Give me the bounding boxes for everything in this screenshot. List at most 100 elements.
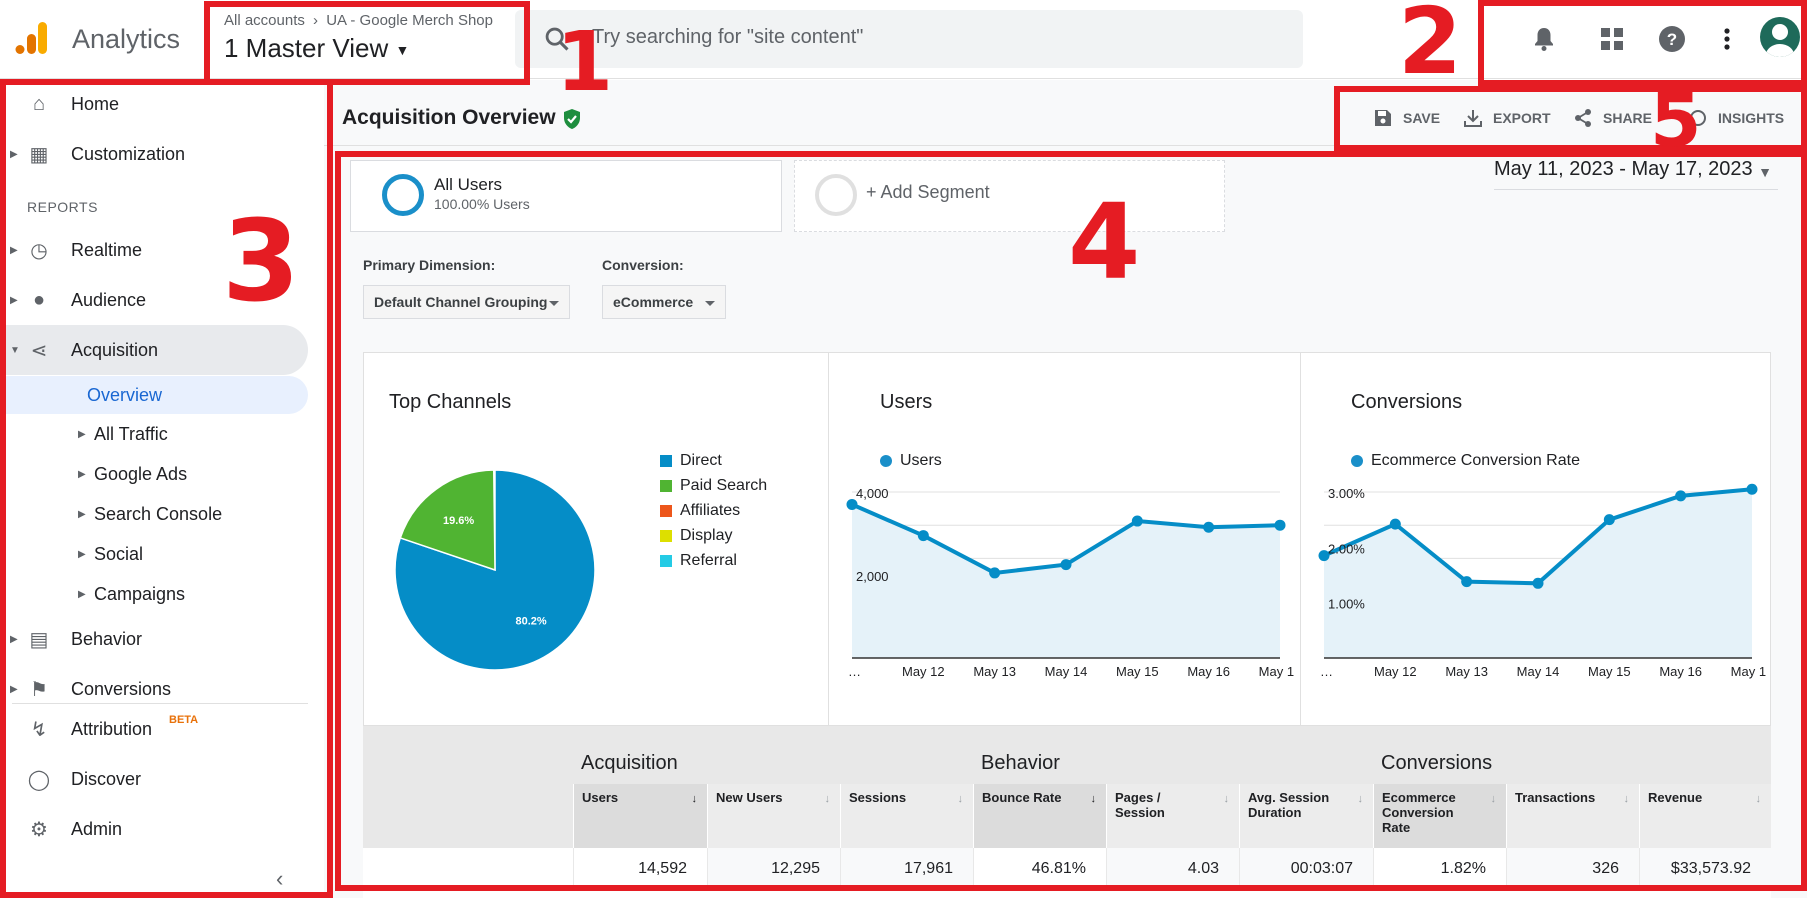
save-label: SAVE bbox=[1403, 110, 1441, 126]
primary-dimension-label: Primary Dimension: bbox=[363, 257, 496, 273]
sort-arrow-icon: ↓ bbox=[1490, 793, 1497, 805]
x-tick-label: May 12 bbox=[1374, 664, 1417, 679]
column-header[interactable]: Transactions ↓ bbox=[1506, 784, 1639, 848]
legend-item-affiliates[interactable]: Affiliates bbox=[660, 498, 767, 523]
insights-button[interactable]: INSIGHTS bbox=[1688, 108, 1784, 128]
breadcrumb-root[interactable]: All accounts bbox=[224, 12, 305, 29]
sidebar-item-realtime[interactable]: ▶ ◷ Realtime bbox=[0, 227, 310, 273]
legend-item-direct[interactable]: Direct bbox=[660, 448, 767, 473]
sidebar-item-admin[interactable]: ⚙ Admin bbox=[0, 806, 310, 852]
legend-swatch bbox=[660, 504, 672, 517]
column-label: Avg. Session Duration bbox=[1248, 790, 1330, 820]
column-label: Ecommerce Conversion Rate bbox=[1382, 790, 1456, 835]
view-selector[interactable]: 1 Master View ▼ bbox=[224, 33, 409, 64]
column-header[interactable]: New Users ↓ bbox=[707, 784, 840, 848]
behavior-icon: ▤ bbox=[29, 628, 49, 651]
caret-right-icon: ▶ bbox=[10, 148, 18, 160]
verified-shield-icon bbox=[564, 109, 580, 129]
y-tick-label: 2.00% bbox=[1328, 541, 1365, 556]
caret-right-icon: ▶ bbox=[78, 428, 86, 440]
sort-arrow-icon: ↓ bbox=[691, 793, 698, 805]
group-conversions: Conversions bbox=[1373, 726, 1771, 784]
sidebar-item-campaigns[interactable]: ▶ Campaigns bbox=[0, 575, 310, 613]
collapse-chevron-icon[interactable]: ‹ bbox=[276, 866, 284, 891]
top-channels-legend: Direct Paid Search Affiliates Display Re… bbox=[660, 448, 767, 573]
sidebar-item-search-console[interactable]: ▶ Search Console bbox=[0, 495, 310, 533]
column-header[interactable]: Revenue ↓ bbox=[1639, 784, 1771, 848]
data-point bbox=[989, 567, 1001, 579]
sidebar-item-google-ads[interactable]: ▶ Google Ads bbox=[0, 455, 310, 493]
data-point bbox=[1675, 490, 1687, 502]
legend-item-paid-search[interactable]: Paid Search bbox=[660, 473, 767, 498]
column-header[interactable]: Ecommerce Conversion Rate ↓ bbox=[1373, 784, 1506, 848]
sidebar-item-attribution[interactable]: ↯ Attribution BETA bbox=[0, 706, 310, 752]
breadcrumb-property[interactable]: UA - Google Merch Shop bbox=[326, 12, 493, 29]
date-range-text: May 11, 2023 - May 17, 2023 bbox=[1494, 158, 1753, 180]
legend-swatch bbox=[660, 554, 672, 567]
legend-label: Display bbox=[680, 526, 733, 544]
x-tick-label: May 14 bbox=[1517, 664, 1560, 679]
sidebar-item-social[interactable]: ▶ Social bbox=[0, 535, 310, 573]
y-tick-label: 1.00% bbox=[1328, 597, 1365, 612]
column-header[interactable]: Bounce Rate ↓ bbox=[973, 784, 1106, 848]
save-button[interactable]: SAVE bbox=[1373, 108, 1440, 128]
sidebar-item-label: Admin bbox=[71, 818, 123, 839]
help-icon[interactable]: ? bbox=[1657, 24, 1687, 54]
sidebar-item-acquisition[interactable]: ▼ ⋖ Acquisition bbox=[0, 327, 310, 373]
column-label: Revenue bbox=[1648, 790, 1703, 805]
users-chart-title: Users bbox=[880, 391, 933, 413]
add-segment-button[interactable] bbox=[794, 160, 1225, 232]
share-icon bbox=[1575, 109, 1591, 127]
search-input[interactable]: Try searching for "site content" bbox=[592, 26, 864, 48]
sidebar-item-customization[interactable]: ▶ ▦ Customization bbox=[0, 131, 310, 177]
conversion-select[interactable]: eCommerce bbox=[602, 285, 726, 319]
search-bar[interactable] bbox=[515, 10, 1303, 68]
data-point bbox=[1318, 550, 1330, 562]
column-header[interactable]: Sessions ↓ bbox=[840, 784, 973, 848]
insights-label: INSIGHTS bbox=[1718, 110, 1785, 126]
conversions-chart-title: Conversions bbox=[1351, 391, 1463, 413]
primary-dimension-select[interactable]: Default Channel Grouping bbox=[363, 285, 570, 319]
sidebar-item-behavior[interactable]: ▶ ▤ Behavior bbox=[0, 616, 310, 662]
x-tick-label: … bbox=[1320, 664, 1333, 679]
view-name[interactable]: 1 Master View bbox=[224, 33, 389, 63]
legend-item-display[interactable]: Display bbox=[660, 523, 767, 548]
column-header[interactable]: Avg. Session Duration ↓ bbox=[1239, 784, 1373, 848]
share-button[interactable]: SHARE bbox=[1573, 108, 1652, 128]
table-cell: 4.03 bbox=[1106, 848, 1239, 888]
legend-item-referral[interactable]: Referral bbox=[660, 548, 767, 573]
sidebar-subselected-bg bbox=[0, 376, 308, 414]
sidebar-item-conversions[interactable]: ▶ ⚑ Conversions bbox=[0, 666, 310, 712]
avatar[interactable] bbox=[1760, 17, 1800, 57]
x-tick-label: May 14 bbox=[1045, 664, 1088, 679]
legend-swatch bbox=[660, 529, 672, 542]
sort-arrow-icon: ↓ bbox=[1223, 793, 1230, 805]
column-header[interactable]: Users ↓ bbox=[573, 784, 707, 848]
sidebar-item-home[interactable]: ⌂ Home bbox=[0, 81, 310, 127]
table-cell: 17,961 bbox=[840, 848, 973, 888]
column-label: Bounce Rate bbox=[982, 790, 1062, 805]
table-cell: 14,592 bbox=[573, 848, 707, 888]
date-range-picker[interactable]: May 11, 2023 - May 17, 2023 ▼ bbox=[1494, 158, 1778, 190]
home-icon: ⌂ bbox=[32, 92, 46, 115]
sidebar-item-discover[interactable]: ◯ Discover bbox=[0, 756, 310, 802]
bell-icon[interactable] bbox=[1529, 24, 1559, 54]
add-segment-label: + Add Segment bbox=[866, 182, 990, 202]
pie-data-label: 19.6% bbox=[443, 515, 474, 527]
sidebar-item-audience[interactable]: ▶ ● Audience bbox=[0, 277, 310, 323]
legend-dot bbox=[880, 455, 892, 467]
sort-arrow-icon: ↓ bbox=[824, 793, 831, 805]
apps-grid-icon[interactable] bbox=[1597, 24, 1627, 54]
export-button[interactable]: EXPORT bbox=[1463, 108, 1551, 128]
sidebar-item-overview[interactable]: Overview bbox=[0, 376, 310, 414]
y-tick-label: 2,000 bbox=[856, 569, 889, 584]
legend-swatch bbox=[660, 454, 672, 467]
sidebar-item-label: Realtime bbox=[71, 239, 143, 260]
column-header[interactable]: Pages / Session ↓ bbox=[1106, 784, 1239, 848]
account-breadcrumb[interactable]: All accounts › UA - Google Merch Shop bbox=[224, 12, 493, 29]
x-tick-label: May 13 bbox=[1445, 664, 1488, 679]
caret-down-icon: ▼ bbox=[10, 344, 20, 356]
more-vert-icon[interactable] bbox=[1712, 24, 1742, 54]
sidebar-item-all-traffic[interactable]: ▶ All Traffic bbox=[0, 415, 310, 453]
caret-right-icon: ▶ bbox=[78, 548, 86, 560]
